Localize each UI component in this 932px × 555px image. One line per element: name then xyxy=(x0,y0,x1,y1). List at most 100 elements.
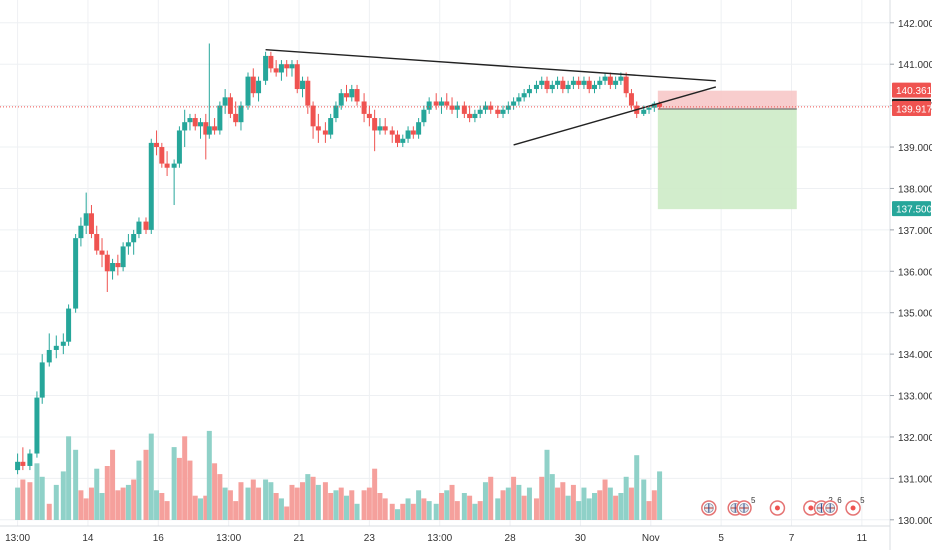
bullish-candle xyxy=(83,213,89,226)
bearish-candle xyxy=(143,221,149,230)
bearish-candle xyxy=(395,134,401,143)
volume-bar xyxy=(623,476,629,520)
bullish-candle xyxy=(549,84,555,90)
volume-bar xyxy=(39,476,45,520)
bullish-candle xyxy=(60,341,66,346)
bearish-candle xyxy=(305,80,311,106)
short-position-tool[interactable] xyxy=(657,90,797,210)
take-profit-zone[interactable] xyxy=(657,109,797,210)
volume-bar xyxy=(618,493,624,520)
volume-bar xyxy=(433,503,439,520)
bullish-candle xyxy=(602,76,608,81)
volume-bar xyxy=(539,476,545,520)
bullish-candle xyxy=(377,126,383,131)
trendline[interactable] xyxy=(513,86,717,146)
bullish-candle xyxy=(454,105,460,110)
bearish-candle xyxy=(382,126,388,131)
economic-event-marker[interactable] xyxy=(701,500,717,516)
economic-event-marker[interactable]: 5 xyxy=(845,496,865,516)
economic-events[interactable]: 5265 xyxy=(701,496,865,516)
bullish-candle xyxy=(500,109,506,114)
volume-bar xyxy=(176,457,182,520)
volume-bar xyxy=(395,509,401,520)
bullish-candle xyxy=(73,238,79,309)
volume-bar xyxy=(338,487,344,520)
time-tick-label: 11 xyxy=(857,533,868,544)
volume-bar xyxy=(227,490,233,520)
volume-bar xyxy=(410,503,416,520)
time-tick-label: 7 xyxy=(789,533,795,544)
bullish-candle xyxy=(565,84,571,90)
volume-bar xyxy=(289,484,295,520)
price-badge-label: 139.917 xyxy=(896,105,932,116)
bullish-candle xyxy=(131,234,137,243)
volume-bar xyxy=(581,487,587,520)
bullish-candle xyxy=(187,118,193,123)
volume-bar xyxy=(488,476,494,520)
volume-bar xyxy=(657,471,663,520)
time-tick-label: 30 xyxy=(575,533,587,544)
bullish-candle xyxy=(333,105,339,119)
bullish-candle xyxy=(34,397,40,454)
bullish-candle xyxy=(349,89,355,98)
volume-bar xyxy=(305,474,311,520)
economic-event-marker[interactable]: 5 xyxy=(736,496,756,516)
volume-bar xyxy=(256,487,262,520)
bearish-candle xyxy=(227,97,233,114)
volume-bar xyxy=(361,490,367,520)
volume-bar xyxy=(222,487,228,520)
bearish-candle xyxy=(250,76,256,94)
bullish-candle xyxy=(426,101,432,110)
volume-bar xyxy=(310,476,316,520)
volume-bar xyxy=(250,479,256,520)
bullish-candle xyxy=(482,105,488,110)
economic-event-marker[interactable] xyxy=(769,500,786,516)
volume-bar xyxy=(500,490,506,520)
bullish-candle xyxy=(46,349,52,363)
bullish-candle xyxy=(182,122,188,131)
volume-bar xyxy=(182,436,188,520)
price-tick-label: 138.000 xyxy=(898,184,932,195)
volume-bar xyxy=(651,490,657,520)
economic-event-marker[interactable] xyxy=(803,500,819,516)
bullish-candle xyxy=(66,308,72,342)
volume-bar xyxy=(88,487,94,520)
volume-bar xyxy=(467,495,473,520)
volume-bar xyxy=(461,493,467,520)
bullish-candle xyxy=(416,122,422,135)
volume-bar xyxy=(192,495,198,520)
volume-bar xyxy=(273,493,279,520)
bearish-candle xyxy=(607,76,613,85)
bearish-candle xyxy=(268,55,274,69)
volume-bar xyxy=(20,479,26,520)
time-tick-label: 23 xyxy=(364,533,376,544)
bullish-candle xyxy=(477,109,483,114)
bearish-candle xyxy=(99,250,105,255)
bullish-candle xyxy=(238,105,244,123)
stop-loss-zone[interactable] xyxy=(657,90,797,110)
price-tick-label: 133.000 xyxy=(898,392,932,403)
volume-bar xyxy=(570,484,576,520)
time-axis[interactable]: 13:00 14 16 13:00 21 23 13:00 28 30 Nov 5 7 11 xyxy=(5,533,867,544)
volume-bar xyxy=(171,447,177,520)
bullish-candle xyxy=(338,93,344,106)
bullish-candle xyxy=(110,263,116,272)
price-tick-label: 137.000 xyxy=(898,226,932,237)
price-badge-label: 137.500 xyxy=(896,205,932,216)
volume-bar xyxy=(104,466,110,520)
volume-bar xyxy=(646,501,652,520)
volume-bar xyxy=(416,490,422,520)
bearish-candle xyxy=(560,80,566,90)
bullish-candle xyxy=(278,64,284,73)
bearish-candle xyxy=(104,254,110,272)
volume-bar xyxy=(27,482,33,520)
trendlines[interactable] xyxy=(265,49,717,146)
bullish-candle xyxy=(328,118,334,135)
bearish-candle xyxy=(233,113,239,123)
trendline[interactable] xyxy=(265,49,716,82)
volume-bar xyxy=(511,476,517,520)
volume-bar xyxy=(136,460,142,520)
economic-event-marker[interactable]: 6 xyxy=(822,496,842,516)
